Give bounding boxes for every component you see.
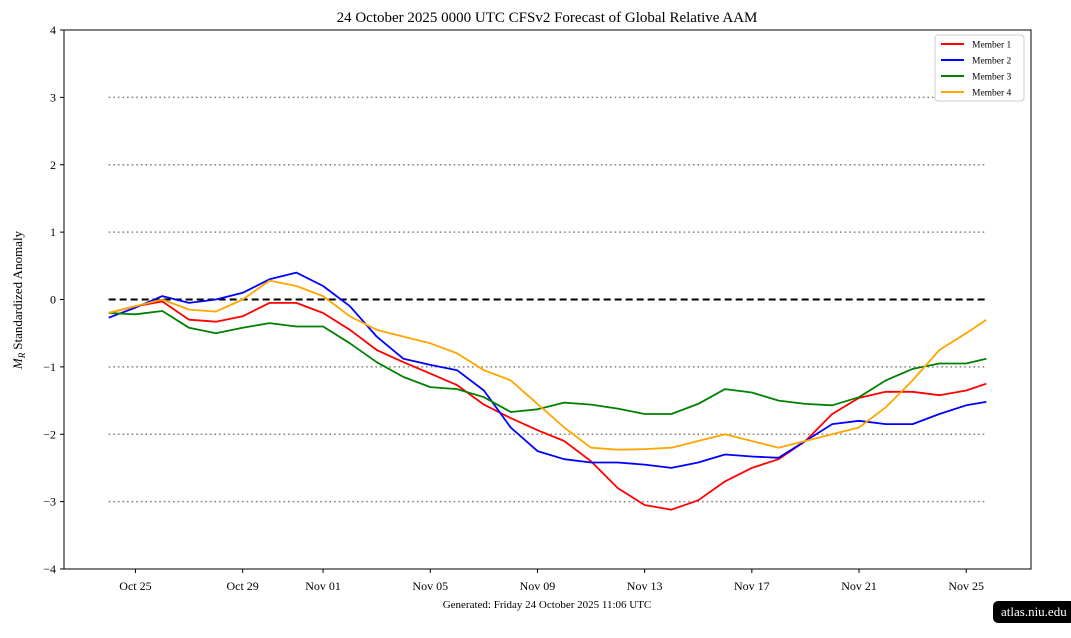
- y-tick-label: 4: [50, 23, 56, 37]
- y-tick-label: −1: [43, 360, 56, 374]
- legend: Member 1 Member 2 Member 3 Member 4: [934, 34, 1025, 102]
- y-tick-label: −2: [43, 427, 56, 441]
- x-tick-label: Nov 05: [412, 579, 448, 593]
- y-tick-label: 2: [50, 158, 56, 172]
- series-line-member-1: [108, 300, 987, 511]
- x-tick-label: Nov 17: [734, 579, 770, 593]
- series-line-member-2: [108, 271, 987, 469]
- y-axis-label-text: Standardized Anomaly: [10, 230, 25, 349]
- y-tick-label: −4: [43, 562, 56, 576]
- series-line-member-3: [108, 310, 987, 415]
- y-axis-label-subscript: R: [17, 352, 27, 359]
- x-tick-label: Nov 13: [627, 579, 663, 593]
- x-tick-label: Nov 25: [948, 579, 984, 593]
- y-tick-label: 1: [50, 225, 56, 239]
- legend-label-member-1: Member 1: [972, 41, 1012, 51]
- y-tick-label: 0: [50, 293, 56, 307]
- atlas-badge: atlas.niu.edu: [993, 601, 1071, 623]
- y-tick-label: −3: [43, 495, 56, 509]
- x-tick-label: Nov 01: [305, 579, 341, 593]
- x-tick-label: Nov 21: [841, 579, 877, 593]
- x-tick-label: Nov 09: [520, 579, 556, 593]
- y-tick-label: 3: [50, 90, 56, 104]
- legend-label-member-2: Member 2: [972, 57, 1012, 67]
- series-line-member-4: [108, 279, 987, 451]
- x-tick-label: Oct 25: [119, 579, 151, 593]
- generated-footer: Generated: Friday 24 October 2025 11:06 …: [443, 599, 652, 611]
- legend-label-member-3: Member 3: [972, 73, 1012, 83]
- y-axis-label: MR Standardized Anomaly: [10, 230, 27, 370]
- x-tick-label: Oct 29: [226, 579, 258, 593]
- legend-box: [934, 34, 1025, 102]
- y-axis-label-symbol: M: [10, 357, 25, 370]
- legend-label-member-4: Member 4: [972, 89, 1012, 99]
- chart-title: 24 October 2025 0000 UTC CFSv2 Forecast …: [337, 10, 758, 26]
